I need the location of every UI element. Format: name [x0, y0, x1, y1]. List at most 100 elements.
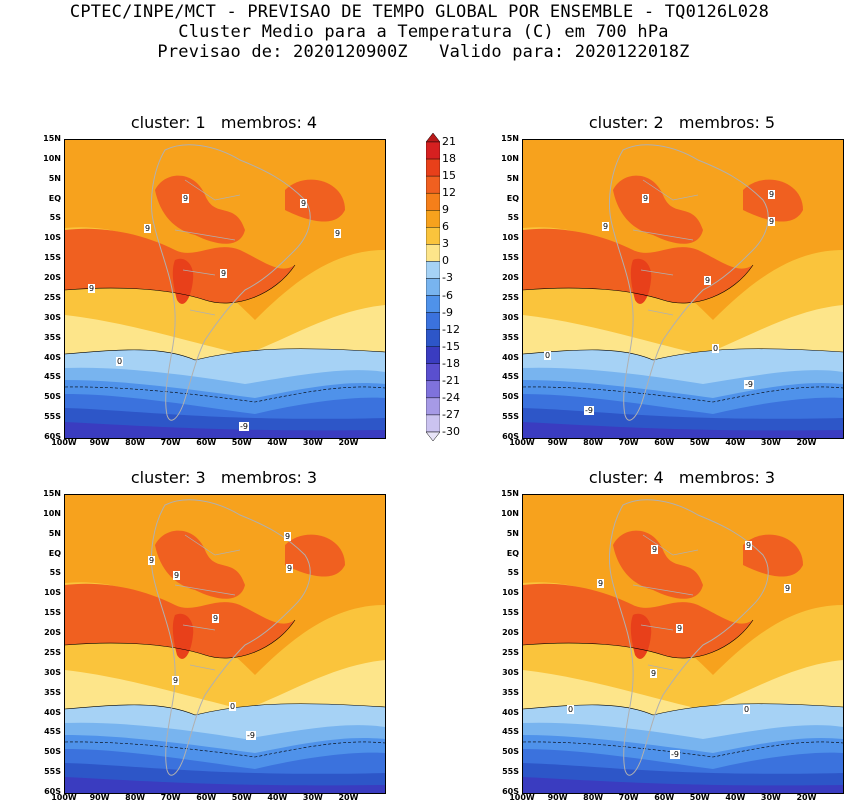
- lat-tick-label: 10S: [502, 233, 519, 243]
- lat-tick-label: 60S: [502, 432, 519, 441]
- lat-tick-label: 5S: [507, 568, 519, 578]
- warm-blob-north: [155, 175, 245, 244]
- colorbar-swatch: [425, 244, 441, 262]
- lat-tick-label: 60S: [44, 432, 61, 441]
- main-title: CPTEC/INPE/MCT - PREVISAO DE TEMPO GLOBA…: [69, 2, 770, 22]
- subtitle-dates: Previsao de: 2020120900Z Valido para: 20…: [157, 42, 690, 62]
- continent-outline: [609, 144, 769, 421]
- lat-tick-label: 15N: [43, 134, 61, 143]
- map-svg: [65, 495, 385, 793]
- lat-tick-label: 10N: [43, 508, 61, 518]
- lat-tick-label: 5N: [506, 528, 519, 538]
- contour-label: -9: [584, 406, 594, 415]
- colorbar-swatch: [425, 210, 441, 228]
- colorbar-tick-label: -18: [442, 356, 460, 370]
- contour-label: 9: [172, 676, 180, 685]
- colorbar-tick-label: 15: [442, 169, 456, 183]
- colorbar-tick-label: -30: [442, 425, 460, 438]
- colorbar: [425, 132, 441, 442]
- contour-m9-line: [523, 741, 843, 758]
- map-panel-2: [522, 139, 844, 439]
- lat-tick-label: 20S: [44, 273, 61, 283]
- contour-label: 9: [182, 194, 190, 203]
- colorbar-tick-label: -27: [442, 407, 460, 421]
- lon-tick-label: 40W: [725, 438, 746, 447]
- lon-tick-label: 60W: [196, 793, 217, 802]
- lat-tick-label: 5S: [49, 213, 61, 223]
- lat-tick-label: 60S: [44, 787, 61, 796]
- lon-tick-label: 100W: [509, 793, 535, 802]
- lat-tick-label: 30S: [502, 667, 519, 677]
- lat-tick-label: EQ: [48, 548, 61, 558]
- warm-blob-north: [155, 530, 245, 599]
- contour-m9-line: [65, 741, 385, 758]
- hot-core: [630, 258, 652, 304]
- contour-label: 9: [284, 532, 292, 541]
- colorbar-tick-label: -9: [442, 305, 453, 319]
- lat-tick-label: 40S: [502, 707, 519, 717]
- lon-tick-label: 20W: [796, 793, 817, 802]
- colorbar-swatch: [425, 397, 441, 416]
- lon-tick-label: 50W: [689, 438, 710, 447]
- contour-label: 0: [567, 705, 575, 714]
- contour-label: 9: [300, 199, 308, 208]
- colorbar-top-arrow: [425, 132, 441, 143]
- lat-tick-label: 5N: [48, 173, 61, 183]
- lat-tick-label: 10S: [44, 588, 61, 598]
- lat-tick-label: 35S: [44, 332, 61, 342]
- colorbar-swatch: [425, 227, 441, 245]
- lon-tick-label: 50W: [231, 793, 252, 802]
- lon-tick-label: 30W: [302, 438, 323, 447]
- lat-tick-label: 5N: [48, 528, 61, 538]
- lat-tick-label: 15S: [502, 253, 519, 263]
- colorbar-tick-label: -24: [442, 390, 460, 404]
- contour-9-line: [65, 264, 296, 304]
- contour-label: 9: [220, 269, 228, 278]
- panel-title-1: cluster: 1 membros: 4: [130, 113, 318, 132]
- hot-core: [630, 613, 652, 659]
- hot-core: [172, 258, 194, 304]
- contour-9-line: [523, 264, 754, 304]
- lon-tick-label: 30W: [760, 793, 781, 802]
- lat-tick-label: EQ: [506, 548, 519, 558]
- lon-tick-label: 70W: [160, 793, 181, 802]
- colorbar-tick-label: -15: [442, 339, 460, 353]
- lat-tick-label: 55S: [44, 767, 61, 777]
- lon-tick-label: 80W: [125, 793, 146, 802]
- country-borders: [632, 179, 699, 316]
- lon-tick-label: 70W: [618, 793, 639, 802]
- lat-tick-label: 45S: [44, 727, 61, 737]
- lon-tick-label: 90W: [547, 438, 568, 447]
- contour-label: 9: [676, 624, 684, 633]
- lat-tick-label: 50S: [502, 392, 519, 402]
- contour-m9-line: [65, 386, 385, 403]
- warm-blob-north: [613, 175, 703, 244]
- lon-tick-label: 20W: [338, 438, 359, 447]
- band-m18-m15: [523, 777, 843, 793]
- colorbar-swatch: [425, 175, 441, 194]
- panel-title-4: cluster: 4 membros: 3: [588, 468, 776, 487]
- colorbar-tick-label: -21: [442, 373, 460, 387]
- lat-tick-label: 40S: [502, 352, 519, 362]
- colorbar-tick-label: -3: [442, 271, 453, 285]
- contour-label: 9: [745, 541, 753, 550]
- colorbar-swatch: [425, 363, 441, 382]
- contour-label: 9: [144, 224, 152, 233]
- lat-tick-label: 10N: [501, 153, 519, 163]
- colorbar-tick-label: 3: [442, 237, 449, 251]
- lat-tick-label: 25S: [44, 292, 61, 302]
- warm-blob-atlantic: [743, 179, 803, 222]
- warm-blob-north: [613, 530, 703, 599]
- lon-tick-label: 50W: [231, 438, 252, 447]
- lat-tick-label: 20S: [502, 273, 519, 283]
- contour-label: 9: [173, 571, 181, 580]
- contour-m9-line: [523, 386, 843, 403]
- lat-tick-label: 50S: [44, 747, 61, 757]
- contour-label: 0: [743, 705, 751, 714]
- band-m18-m15: [65, 422, 385, 438]
- colorbar-swatch: [425, 329, 441, 347]
- contour-label: 0: [712, 344, 720, 353]
- contour-label: 9: [768, 217, 776, 226]
- lat-tick-label: 20S: [502, 628, 519, 638]
- lon-tick-label: 90W: [89, 793, 110, 802]
